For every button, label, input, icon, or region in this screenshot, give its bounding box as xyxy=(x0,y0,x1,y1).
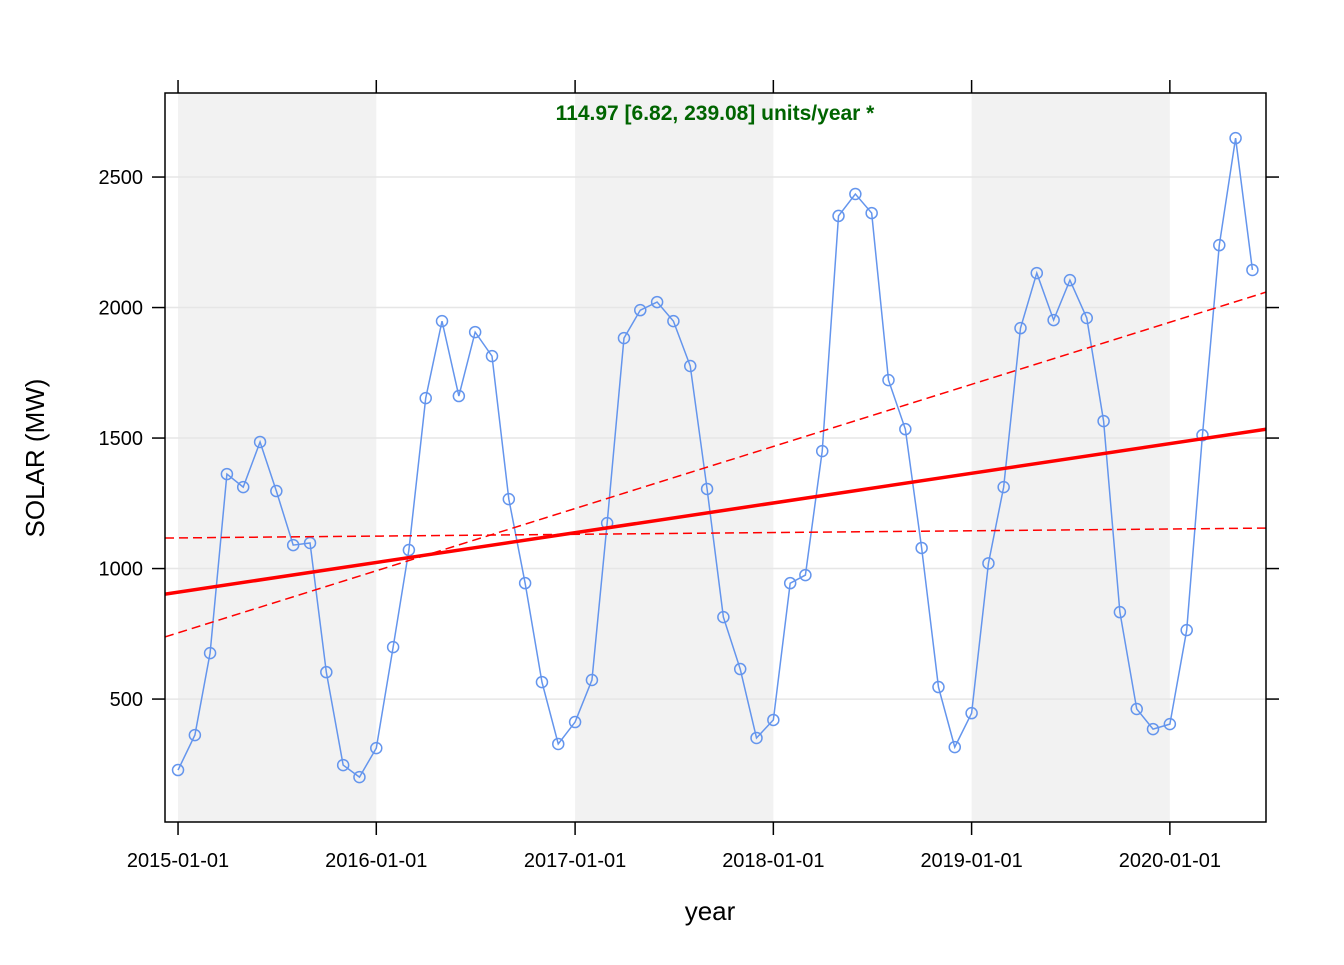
x-tick-label: 2017-01-01 xyxy=(524,850,626,872)
data-point xyxy=(1196,428,1209,442)
data-point xyxy=(750,731,763,745)
data-point xyxy=(1014,321,1027,335)
data-point xyxy=(948,740,962,754)
data-point xyxy=(849,187,862,201)
data-point xyxy=(452,389,466,403)
data-point xyxy=(882,373,895,387)
data-point xyxy=(683,359,697,373)
data-point xyxy=(468,325,482,339)
data-point xyxy=(717,610,730,624)
y-tick-label: 1500 xyxy=(99,428,144,450)
data-point xyxy=(203,646,217,660)
data-point xyxy=(502,492,516,506)
y-tick-label: 2000 xyxy=(99,298,144,320)
data-point xyxy=(220,467,234,481)
data-point xyxy=(733,662,747,676)
data-point xyxy=(270,484,283,498)
data-point xyxy=(518,576,532,590)
data-point xyxy=(402,543,416,557)
panel-border xyxy=(164,92,1267,823)
data-point xyxy=(1146,722,1160,736)
data-point xyxy=(188,728,202,742)
data-point xyxy=(650,295,664,309)
plot-layer xyxy=(165,131,1266,784)
data-point xyxy=(286,538,300,552)
data-point xyxy=(1229,131,1242,145)
x-tick-label: 2019-01-01 xyxy=(920,850,1022,872)
data-point xyxy=(485,349,499,363)
data-point xyxy=(982,557,995,570)
data-point xyxy=(700,482,714,496)
data-point xyxy=(1097,414,1110,428)
data-point xyxy=(1030,266,1044,280)
data-point xyxy=(1113,605,1127,619)
data-point xyxy=(667,314,680,328)
data-point xyxy=(1213,238,1226,252)
data-point xyxy=(634,303,647,317)
x-tick-label: 2015-01-01 xyxy=(127,850,229,872)
data-point xyxy=(1163,717,1177,731)
data-point xyxy=(370,741,383,755)
series-line xyxy=(177,138,1254,779)
data-point xyxy=(535,675,549,689)
data-point xyxy=(1246,263,1259,277)
data-point xyxy=(915,541,928,555)
trend-ci-line xyxy=(165,291,1266,638)
shade-band xyxy=(575,93,774,822)
data-point xyxy=(815,444,829,458)
data-point xyxy=(585,673,599,687)
data-point xyxy=(386,640,400,654)
data-point xyxy=(1047,313,1060,327)
data-point xyxy=(320,665,333,679)
x-tick-label: 2020-01-01 xyxy=(1119,850,1221,872)
data-point xyxy=(303,536,317,550)
data-point xyxy=(965,706,978,720)
data-point xyxy=(783,576,797,590)
y-tick-label: 2500 xyxy=(99,167,144,189)
trend-ci-line xyxy=(165,527,1266,539)
y-tick-label: 500 xyxy=(110,689,143,711)
data-point xyxy=(253,435,267,449)
data-point xyxy=(1063,273,1077,287)
y-tick-label: 1000 xyxy=(99,559,144,581)
x-axis-label: year xyxy=(685,896,736,926)
data-point xyxy=(171,763,185,777)
data-point xyxy=(419,391,432,405)
x-tick-label: 2018-01-01 xyxy=(722,850,824,872)
panel-background xyxy=(165,93,1266,822)
trend-annotation: 114.97 [6.82, 239.08] units/year * xyxy=(556,102,876,125)
data-point xyxy=(568,715,582,729)
data-point xyxy=(865,206,878,220)
data-point xyxy=(799,568,812,582)
data-point xyxy=(617,331,631,345)
data-point xyxy=(1130,702,1143,716)
shade-band xyxy=(178,93,377,822)
data-point xyxy=(1080,311,1094,325)
data-point xyxy=(236,480,250,494)
y-axis-label: SOLAR (MW) xyxy=(20,379,50,538)
data-point xyxy=(353,770,366,784)
data-point xyxy=(435,314,449,328)
trend-line xyxy=(165,427,1266,596)
data-point xyxy=(552,737,565,751)
data-point xyxy=(899,422,912,436)
data-point xyxy=(767,713,780,727)
data-point xyxy=(832,209,845,223)
x-tick-label: 2016-01-01 xyxy=(325,850,427,872)
data-point xyxy=(1180,623,1193,637)
data-point xyxy=(932,680,945,694)
data-point xyxy=(997,480,1010,494)
data-point xyxy=(336,758,350,772)
